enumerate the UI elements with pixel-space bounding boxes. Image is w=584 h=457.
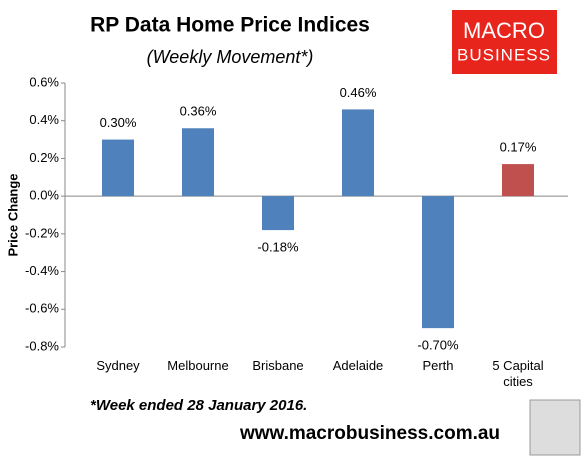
y-tick-label: 0.6% <box>29 74 59 89</box>
value-label: 0.36% <box>180 104 217 119</box>
value-label: 0.17% <box>500 140 537 155</box>
bar <box>502 164 534 197</box>
chart-subtitle: (Weekly Movement*) <box>147 47 314 67</box>
footnote: *Week ended 28 January 2016. <box>90 397 307 414</box>
y-tick-label: -0.6% <box>25 301 59 316</box>
x-tick-label: 5 Capital cities <box>492 358 544 389</box>
value-label: 0.30% <box>100 115 137 130</box>
logo-image <box>529 399 581 456</box>
y-tick-label: -0.2% <box>25 225 59 240</box>
value-label: -0.18% <box>257 240 299 255</box>
logo-text: MACRO <box>463 18 545 43</box>
y-tick-label: -0.8% <box>25 338 59 353</box>
bar <box>342 109 374 197</box>
x-tick-label: Perth <box>422 358 454 373</box>
y-tick-label: 0.0% <box>29 188 59 203</box>
chart-title: RP Data Home Price Indices <box>90 14 370 37</box>
logo-text: BUSINESS <box>457 45 551 64</box>
x-tick-label: Sydney <box>96 358 140 373</box>
x-tick-label: Adelaide <box>332 358 384 373</box>
x-tick-label: Brisbane <box>252 358 304 373</box>
bar <box>422 196 454 329</box>
bar <box>102 139 134 197</box>
bar <box>262 196 294 231</box>
y-tick-label: 0.4% <box>29 112 59 127</box>
y-axis-label: Price Change <box>5 173 20 256</box>
x-tick-label: Melbourne <box>167 358 229 373</box>
y-tick-label: 0.2% <box>29 150 59 165</box>
value-label: -0.70% <box>417 338 459 353</box>
bar <box>182 128 214 197</box>
website: www.macrobusiness.com.au <box>239 423 500 444</box>
y-tick-label: -0.4% <box>25 263 59 278</box>
logo-box <box>452 10 557 74</box>
value-label: 0.46% <box>340 85 377 100</box>
